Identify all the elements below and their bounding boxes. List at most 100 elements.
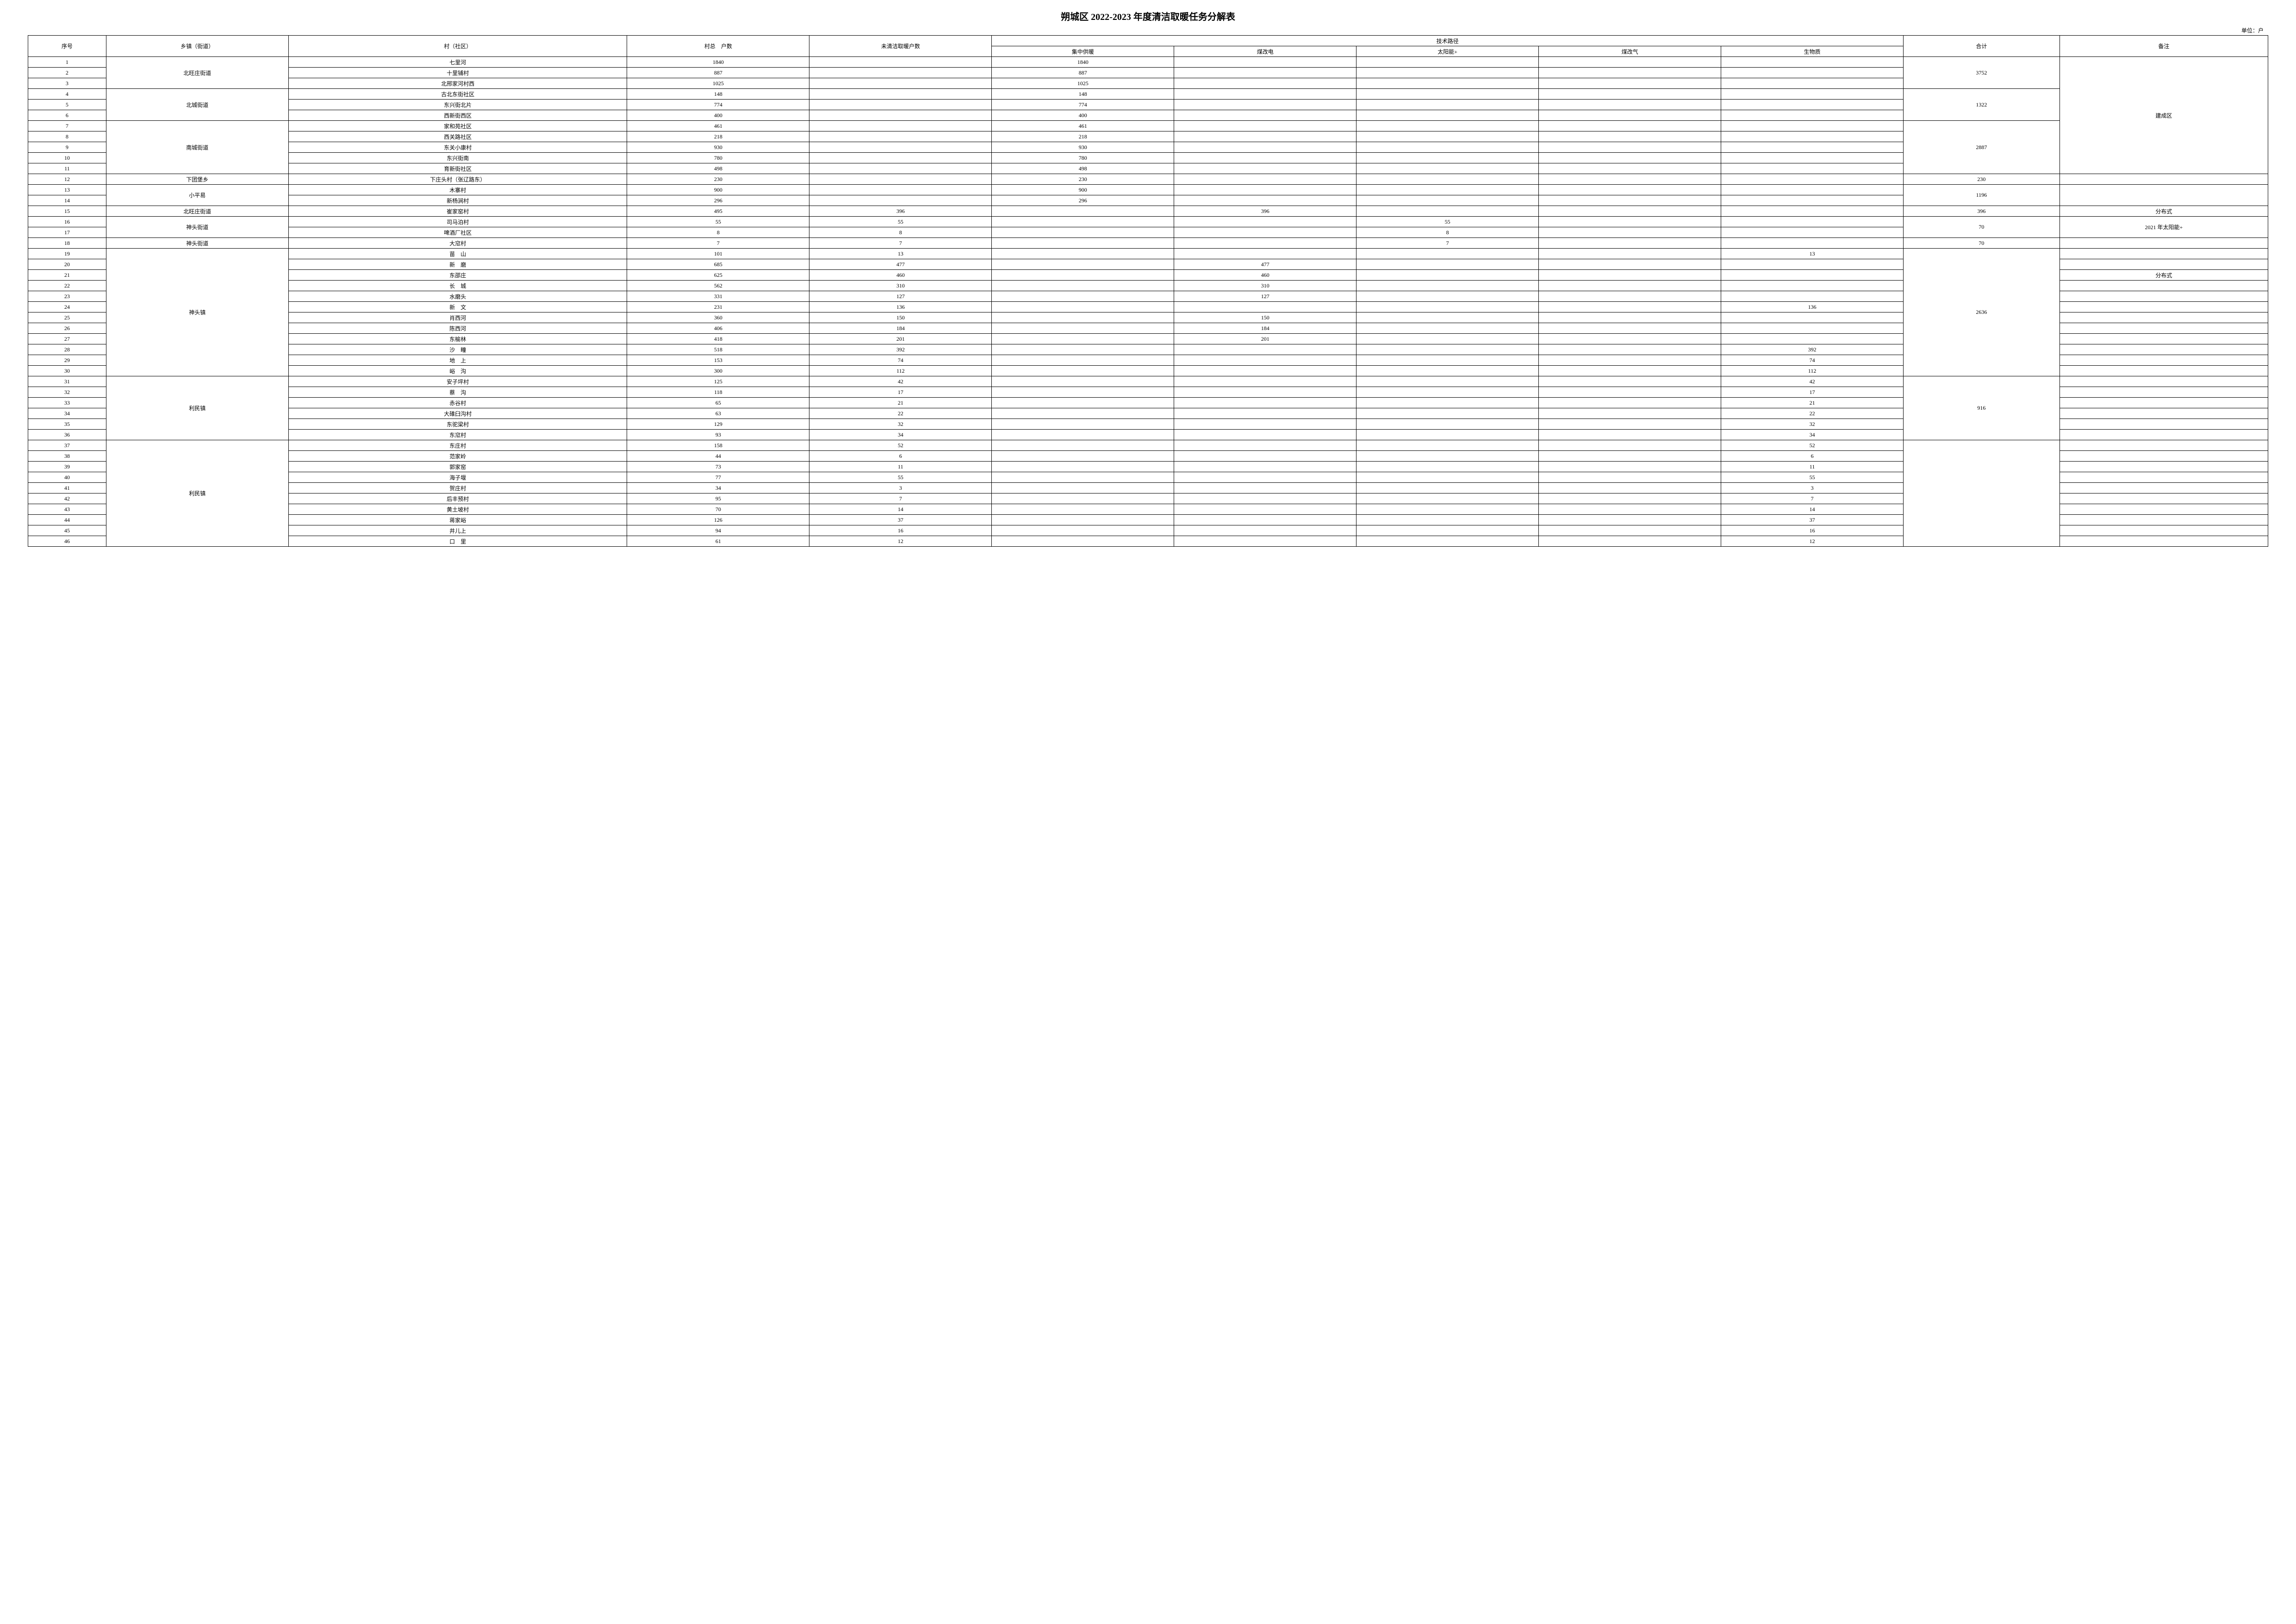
cell-seq: 6: [28, 110, 106, 121]
cell-solar: [1356, 142, 1539, 153]
cell-unclean: 12: [809, 536, 992, 547]
cell-solar: [1356, 440, 1539, 451]
cell-solar: [1356, 185, 1539, 195]
cell-biomass: 32: [1721, 419, 1904, 430]
cell-central: 218: [992, 131, 1174, 142]
cell-central: 461: [992, 121, 1174, 131]
cell-seq: 43: [28, 504, 106, 515]
cell-coal_gas: [1539, 121, 1721, 131]
cell-village: 黄土坡村: [288, 504, 627, 515]
cell-biomass: 37: [1721, 515, 1904, 525]
cell-biomass: 55: [1721, 472, 1904, 483]
cell-coal_gas: [1539, 227, 1721, 238]
cell-town: 神头街道: [106, 217, 288, 238]
cell-biomass: [1721, 259, 1904, 270]
cell-biomass: 3: [1721, 483, 1904, 493]
cell-total: 780: [627, 153, 809, 163]
cell-village: 东庄村: [288, 440, 627, 451]
cell-total: 900: [627, 185, 809, 195]
cell-village: 口 里: [288, 536, 627, 547]
cell-central: [992, 430, 1174, 440]
cell-central: [992, 408, 1174, 419]
cell-unclean: 13: [809, 249, 992, 259]
cell-central: [992, 334, 1174, 344]
cell-unclean: 8: [809, 227, 992, 238]
cell-seq: 36: [28, 430, 106, 440]
cell-unclean: [809, 57, 992, 68]
cell-central: 930: [992, 142, 1174, 153]
cell-seq: 4: [28, 89, 106, 100]
cell-coal_gas: [1539, 344, 1721, 355]
cell-unclean: 34: [809, 430, 992, 440]
cell-sum: 1322: [1904, 89, 2060, 121]
cell-village: 七里河: [288, 57, 627, 68]
cell-central: 148: [992, 89, 1174, 100]
table-row: 13小平易木寨村9009001196: [28, 185, 2268, 195]
cell-village: 古北东街社区: [288, 89, 627, 100]
cell-unclean: 112: [809, 366, 992, 376]
cell-coal_elec: [1174, 536, 1356, 547]
cell-solar: [1356, 259, 1539, 270]
cell-remark: [2060, 398, 2268, 408]
cell-unclean: 150: [809, 312, 992, 323]
cell-village: 沙 疃: [288, 344, 627, 355]
cell-total: 61: [627, 536, 809, 547]
cell-biomass: [1721, 153, 1904, 163]
cell-remark: [2060, 281, 2268, 291]
cell-village: 大碓臼沟村: [288, 408, 627, 419]
cell-central: [992, 462, 1174, 472]
cell-total: 300: [627, 366, 809, 376]
cell-village: 新 文: [288, 302, 627, 312]
cell-coal_elec: 201: [1174, 334, 1356, 344]
cell-biomass: 13: [1721, 249, 1904, 259]
cell-remark: [2060, 515, 2268, 525]
cell-seq: 33: [28, 398, 106, 408]
cell-remark: [2060, 493, 2268, 504]
cell-biomass: 12: [1721, 536, 1904, 547]
cell-biomass: [1721, 227, 1904, 238]
cell-total: 93: [627, 430, 809, 440]
cell-unclean: [809, 110, 992, 121]
cell-remark: [2060, 302, 2268, 312]
th-tech-group: 技术路径: [992, 36, 1904, 46]
cell-coal_elec: [1174, 493, 1356, 504]
cell-central: [992, 238, 1174, 249]
cell-unclean: 7: [809, 493, 992, 504]
cell-total: 94: [627, 525, 809, 536]
cell-biomass: [1721, 195, 1904, 206]
cell-central: 400: [992, 110, 1174, 121]
cell-seq: 20: [28, 259, 106, 270]
cell-remark: [2060, 312, 2268, 323]
cell-coal_elec: 460: [1174, 270, 1356, 281]
cell-unclean: 310: [809, 281, 992, 291]
cell-total: 887: [627, 68, 809, 78]
cell-village: 后丰预村: [288, 493, 627, 504]
cell-unclean: 460: [809, 270, 992, 281]
cell-unclean: 17: [809, 387, 992, 398]
cell-total: 34: [627, 483, 809, 493]
cell-total: 231: [627, 302, 809, 312]
cell-coal_elec: [1174, 163, 1356, 174]
cell-coal_gas: [1539, 355, 1721, 366]
cell-remark: [2060, 334, 2268, 344]
cell-unclean: 52: [809, 440, 992, 451]
cell-solar: [1356, 302, 1539, 312]
cell-coal_elec: 310: [1174, 281, 1356, 291]
cell-biomass: [1721, 100, 1904, 110]
cell-biomass: [1721, 57, 1904, 68]
cell-seq: 8: [28, 131, 106, 142]
cell-village: 东兴街北片: [288, 100, 627, 110]
cell-coal_gas: [1539, 110, 1721, 121]
cell-biomass: [1721, 142, 1904, 153]
cell-solar: [1356, 323, 1539, 334]
cell-solar: [1356, 121, 1539, 131]
cell-central: [992, 398, 1174, 408]
cell-seq: 5: [28, 100, 106, 110]
cell-unclean: [809, 78, 992, 89]
table-row: 1北旺庄街道七里河184018403752建成区: [28, 57, 2268, 68]
cell-total: 930: [627, 142, 809, 153]
cell-central: [992, 312, 1174, 323]
cell-coal_elec: [1174, 525, 1356, 536]
cell-coal_elec: [1174, 419, 1356, 430]
cell-total: 153: [627, 355, 809, 366]
